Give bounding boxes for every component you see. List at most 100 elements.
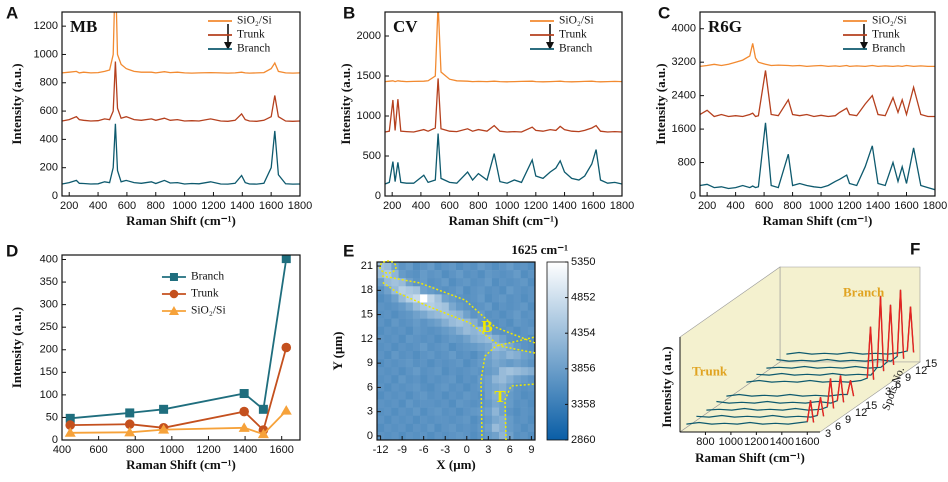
x-tick-label: 400	[53, 444, 71, 456]
panel-letter: B	[343, 3, 355, 22]
heat-cell	[420, 334, 428, 344]
heat-cell	[420, 318, 428, 328]
heat-cell	[499, 359, 507, 368]
heat-cell	[470, 262, 478, 271]
legend-label: Trunk	[191, 288, 219, 300]
x-tick-label: 3	[485, 444, 491, 456]
heat-cell	[441, 415, 450, 425]
heat-cell	[456, 383, 464, 392]
heat-cell	[405, 351, 414, 360]
x-axis-title: Raman Shift (cm⁻¹)	[449, 213, 559, 228]
heat-cell	[484, 399, 493, 408]
y-tick-label: 0	[52, 190, 58, 202]
heat-cell	[405, 278, 414, 287]
x-tick-label: 6	[507, 444, 513, 456]
y-tick-label: 1200	[34, 20, 58, 32]
x-tick-label: 1800	[923, 200, 947, 212]
heat-cell	[484, 375, 493, 384]
heat-cell	[405, 286, 414, 295]
heat-cell	[434, 383, 442, 392]
heat-cell	[398, 383, 407, 392]
plot-area	[62, 12, 300, 185]
y-tick-label: 1500	[357, 70, 381, 82]
heat-cell	[398, 310, 407, 319]
heat-cell	[499, 294, 507, 303]
heat-cell	[420, 278, 428, 287]
heat-cell	[377, 342, 385, 352]
heat-cell	[384, 270, 392, 279]
heat-cell	[412, 383, 421, 392]
heat-cell	[391, 407, 399, 417]
heat-cell	[427, 391, 435, 400]
heat-cell	[477, 359, 486, 368]
x-tick-label: 1200	[524, 200, 548, 212]
heat-cell	[499, 270, 507, 279]
y-tick-label: 50	[46, 411, 58, 423]
x-tick-label: 1200	[196, 444, 220, 456]
heat-cell	[499, 375, 507, 384]
marker	[281, 255, 291, 264]
x-tick-label: 9	[528, 444, 534, 456]
heat-cell	[527, 286, 536, 295]
heat-cell	[420, 367, 428, 376]
heat-cell	[463, 278, 471, 287]
heat-cell	[448, 375, 457, 384]
x-tick-label: 800	[783, 200, 801, 212]
heat-cell	[412, 407, 421, 417]
heat-cell	[384, 375, 392, 384]
heat-cell	[491, 383, 500, 392]
x-tick-label: 1800	[610, 200, 634, 212]
heat-cell	[470, 278, 478, 287]
heat-cell	[434, 342, 442, 352]
heat-cell	[470, 310, 478, 319]
heat-cell	[405, 294, 414, 303]
heat-cell	[448, 294, 457, 303]
heat-cell	[456, 351, 464, 360]
heat-cell	[527, 415, 536, 425]
heat-cell	[491, 286, 500, 295]
z-axis-title: Intensity (a.u.)	[659, 346, 674, 427]
heat-cell	[441, 423, 450, 433]
heat-cell	[470, 318, 478, 328]
x-tick-label: 1600	[795, 436, 819, 448]
heat-cell	[484, 415, 493, 425]
heat-cell	[506, 286, 514, 295]
heat-cell	[448, 423, 457, 433]
heat-cell	[513, 407, 521, 417]
heat-cell	[463, 391, 471, 400]
branch-outline	[381, 275, 536, 354]
marker	[124, 426, 136, 437]
legend-label: Trunk	[559, 29, 587, 41]
y-tick-label: 4000	[672, 23, 696, 35]
heat-cell	[491, 367, 500, 376]
heat-cell	[398, 359, 407, 368]
heat-cell	[420, 375, 428, 384]
heat-cell	[405, 423, 414, 433]
heat-cell	[434, 415, 442, 425]
heat-cell	[463, 334, 471, 344]
heat-cell	[506, 399, 514, 408]
heat-cell	[456, 342, 464, 352]
heat-cell	[377, 399, 385, 408]
heat-cell	[513, 334, 521, 344]
heat-cell	[463, 351, 471, 360]
heat-cell	[441, 359, 450, 368]
heat-cell	[463, 270, 471, 279]
heat-cell	[513, 415, 521, 425]
x-tick-label: 1000	[172, 200, 196, 212]
series-line	[385, 133, 622, 185]
heat-cell	[434, 334, 442, 344]
heat-cell	[491, 326, 500, 336]
marker	[239, 406, 249, 417]
heat-cell	[405, 270, 414, 279]
heat-cell	[477, 351, 486, 360]
heat-cell	[448, 415, 457, 425]
heat-cell	[456, 423, 464, 433]
heat-cell	[391, 286, 399, 295]
spot-tick-label: 9	[845, 414, 851, 426]
heat-cell	[398, 326, 407, 336]
heat-cell	[506, 270, 514, 279]
legend-label: Trunk	[237, 29, 265, 41]
heat-cell	[506, 262, 514, 271]
heat-cell	[441, 334, 450, 344]
